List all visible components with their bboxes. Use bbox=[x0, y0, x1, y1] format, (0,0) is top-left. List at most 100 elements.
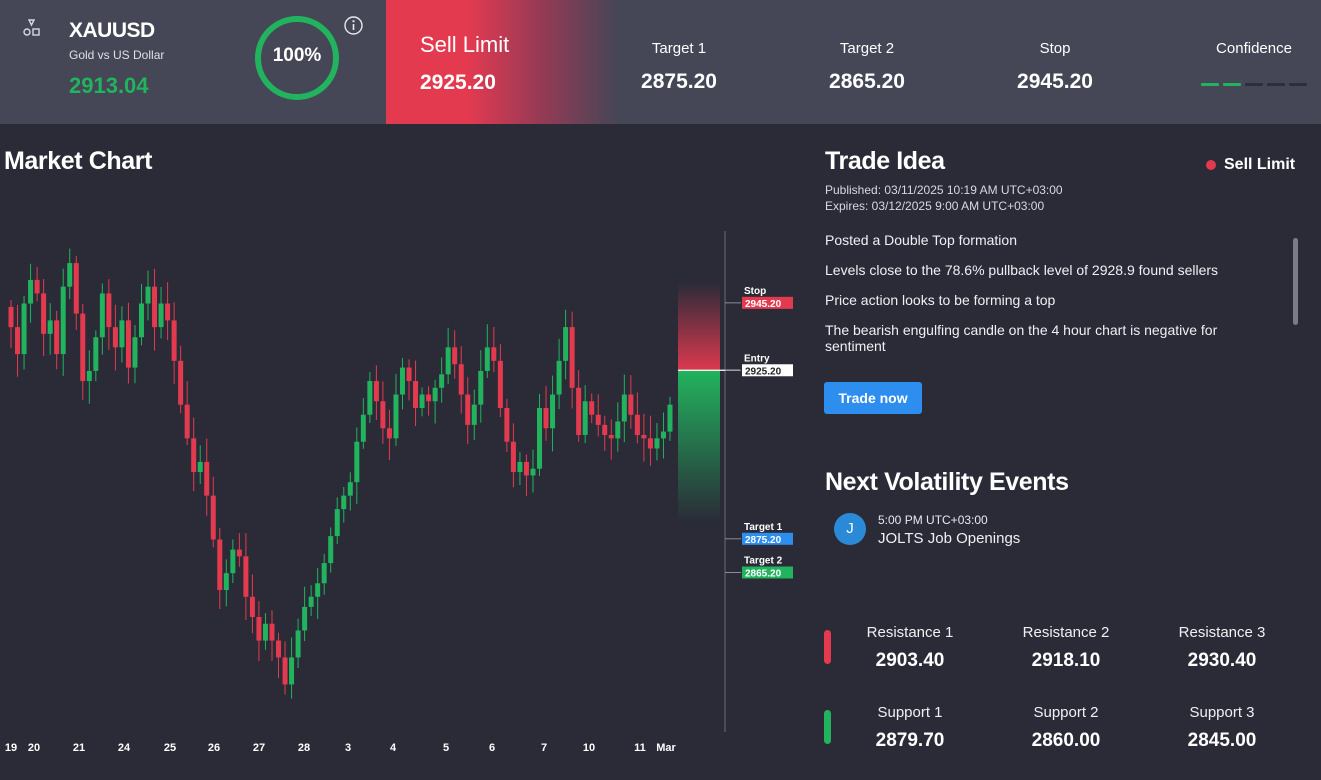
candle-body bbox=[308, 596, 314, 607]
candle-body bbox=[413, 381, 419, 409]
candle-body bbox=[93, 337, 99, 371]
candle-body bbox=[465, 394, 471, 425]
candle-body bbox=[54, 320, 60, 355]
candle-body bbox=[197, 461, 203, 473]
candle-body bbox=[138, 303, 144, 338]
candle-body bbox=[217, 539, 223, 591]
candle-body bbox=[328, 536, 334, 564]
list-item: The bearish engulfing candle on the 4 ho… bbox=[825, 322, 1218, 354]
candle-body bbox=[491, 347, 497, 361]
candle-body bbox=[28, 279, 34, 304]
candle-body bbox=[563, 327, 569, 361]
candle-body bbox=[641, 434, 647, 439]
candle-body bbox=[315, 583, 321, 597]
expires-date: Expires: 03/12/2025 9:00 AM UTC+03:00 bbox=[825, 199, 1045, 213]
level-tag bbox=[742, 566, 793, 579]
target-zone bbox=[678, 370, 720, 522]
candle-body bbox=[569, 327, 575, 388]
resistance2-label: Resistance 2 bbox=[1022, 624, 1110, 641]
event-name[interactable]: JOLTS Job Openings bbox=[878, 530, 1021, 547]
candle-body bbox=[360, 414, 366, 442]
candle-body bbox=[223, 573, 229, 591]
candle-body bbox=[191, 438, 197, 473]
instrument-icon[interactable] bbox=[22, 18, 42, 38]
candle-body bbox=[230, 549, 236, 574]
x-tick-label: 3 bbox=[345, 742, 351, 754]
confidence-segment bbox=[1289, 83, 1307, 86]
candle-body bbox=[510, 441, 516, 473]
candle-body bbox=[530, 468, 536, 476]
support1-value: 2879.70 bbox=[875, 730, 945, 751]
candle-body bbox=[660, 431, 666, 439]
candle-body bbox=[452, 347, 458, 365]
confidence-segment bbox=[1267, 83, 1285, 86]
candle-body bbox=[289, 657, 295, 685]
x-tick-label: 6 bbox=[489, 742, 495, 754]
resistance1-label: Resistance 1 bbox=[866, 624, 954, 641]
candle-body bbox=[471, 404, 477, 425]
idea-scrollbar[interactable] bbox=[1293, 238, 1298, 325]
candle-body bbox=[178, 360, 184, 405]
market-chart-title: Market Chart bbox=[4, 147, 153, 175]
level-value: 2865.20 bbox=[745, 569, 782, 580]
trade-direction-badge: Sell Limit bbox=[1206, 156, 1295, 174]
support1-label: Support 1 bbox=[877, 704, 943, 721]
candle-body bbox=[367, 381, 373, 415]
candle-body bbox=[393, 394, 399, 439]
support3-label: Support 3 bbox=[1189, 704, 1255, 721]
candle-body bbox=[334, 509, 340, 537]
market-chart[interactable]: Stop 2945.20 Entry 2925.20 Target 1 2875.20 Ta… bbox=[0, 226, 800, 756]
candle-body bbox=[406, 367, 412, 382]
order-price: 2925.20 bbox=[420, 71, 496, 94]
x-tick-label: 21 bbox=[73, 742, 85, 754]
x-tick-label: 25 bbox=[164, 742, 176, 754]
candle-body bbox=[243, 556, 249, 597]
candle-body bbox=[556, 360, 562, 395]
event-avatar: J bbox=[834, 513, 866, 545]
x-tick-label: 26 bbox=[208, 742, 220, 754]
confidence-meter bbox=[1201, 83, 1307, 86]
order-type: Sell Limit bbox=[420, 32, 510, 57]
trade-now-button[interactable]: Trade now bbox=[824, 382, 922, 414]
info-icon[interactable] bbox=[343, 15, 364, 36]
candle-body bbox=[373, 381, 379, 402]
list-item: Price action looks to be forming a top bbox=[825, 292, 1056, 308]
trade-idea-title: Trade Idea bbox=[825, 147, 945, 175]
x-tick-label: 24 bbox=[118, 742, 131, 754]
candle-body bbox=[236, 549, 242, 557]
candle-body bbox=[380, 401, 386, 429]
x-tick-label: 7 bbox=[541, 742, 547, 754]
candle-body bbox=[106, 293, 112, 328]
x-tick-label: 4 bbox=[390, 742, 397, 754]
candle-body bbox=[80, 313, 86, 382]
candle-body bbox=[34, 279, 40, 294]
candle-body bbox=[145, 286, 151, 304]
target1-value: 2875.20 bbox=[641, 70, 717, 93]
candle-body bbox=[210, 495, 216, 540]
candle-body bbox=[517, 461, 523, 473]
candle-body bbox=[204, 461, 210, 496]
candle-body bbox=[8, 306, 14, 328]
sell-dot-icon bbox=[1206, 160, 1216, 170]
candle-body bbox=[15, 327, 21, 355]
candle-body bbox=[615, 421, 621, 439]
confidence-segment bbox=[1245, 83, 1263, 86]
confidence-segment bbox=[1201, 83, 1219, 86]
candle-body bbox=[112, 327, 118, 348]
list-item: Posted a Double Top formation bbox=[825, 232, 1017, 248]
candle-body bbox=[125, 320, 131, 368]
candle-body bbox=[504, 408, 510, 442]
candle-body bbox=[576, 387, 582, 435]
level-name: Entry bbox=[744, 353, 770, 364]
candle-body bbox=[321, 563, 327, 584]
x-tick-label: 20 bbox=[28, 742, 40, 754]
level-tag bbox=[742, 296, 793, 309]
target1-label: Target 1 bbox=[651, 40, 707, 57]
candle-body bbox=[354, 441, 360, 483]
candle-body bbox=[99, 293, 105, 338]
candle-body bbox=[445, 347, 451, 375]
candle-body bbox=[132, 337, 138, 368]
candle-body bbox=[67, 263, 73, 287]
event-time: 5:00 PM UTC+03:00 bbox=[878, 513, 988, 527]
candle-body bbox=[602, 424, 608, 435]
